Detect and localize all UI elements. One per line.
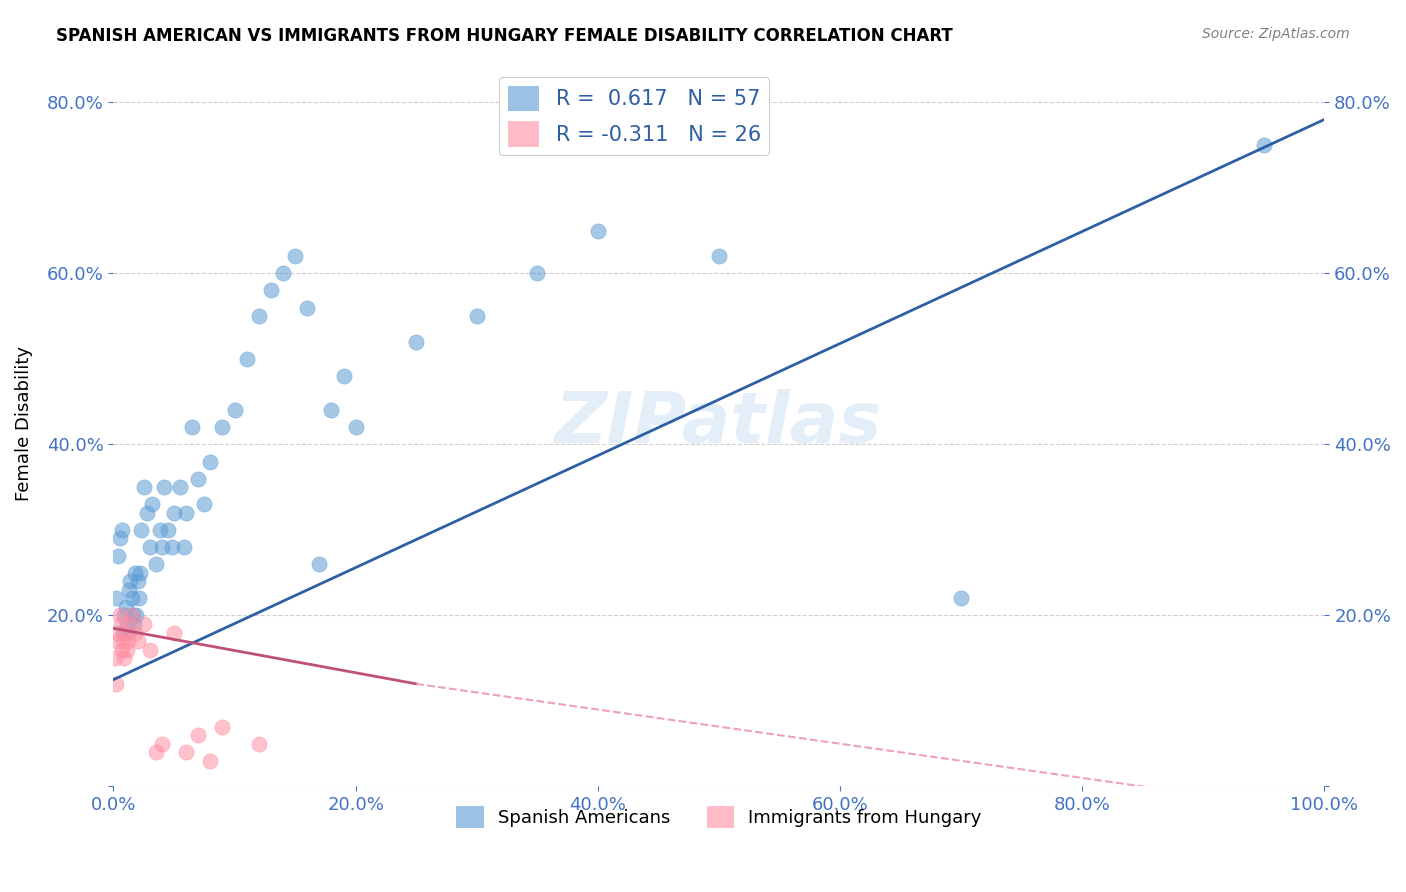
Point (104, 651, 127, 665)
Point (145, 557, 167, 571)
Point (247, 737, 270, 751)
Point (124, 566, 146, 580)
Point (115, 617, 138, 632)
Point (271, 266, 294, 280)
Point (117, 625, 139, 640)
Point (120, 574, 142, 589)
Point (104, 677, 127, 691)
Point (211, 420, 233, 434)
Point (181, 420, 204, 434)
Point (247, 309, 270, 323)
Point (121, 591, 143, 606)
Point (200, 454, 222, 468)
Point (308, 557, 330, 571)
Point (200, 754, 222, 768)
Point (121, 608, 143, 623)
Point (122, 617, 145, 632)
Point (153, 480, 176, 494)
Text: SPANISH AMERICAN VS IMMIGRANTS FROM HUNGARY FEMALE DISABILITY CORRELATION CHART: SPANISH AMERICAN VS IMMIGRANTS FROM HUNG… (56, 27, 953, 45)
Point (465, 309, 488, 323)
Point (104, 591, 127, 606)
Point (129, 566, 152, 580)
Point (174, 745, 197, 759)
Text: Source: ZipAtlas.com: Source: ZipAtlas.com (1202, 27, 1350, 41)
Point (332, 369, 354, 384)
Point (163, 506, 186, 520)
Point (111, 523, 134, 537)
Point (224, 403, 246, 417)
Point (108, 532, 131, 546)
Point (112, 651, 135, 665)
Point (284, 249, 307, 263)
Point (110, 617, 132, 632)
Point (156, 523, 179, 537)
Point (163, 625, 186, 640)
Point (297, 301, 319, 315)
Point (148, 523, 170, 537)
Point (128, 591, 150, 606)
Point (132, 480, 155, 494)
Point (405, 334, 427, 349)
Point (1253, 138, 1275, 153)
Point (150, 540, 173, 554)
Point (136, 506, 159, 520)
Point (344, 420, 367, 434)
Point (121, 608, 143, 623)
Point (211, 720, 233, 734)
Point (107, 625, 129, 640)
Point (169, 480, 191, 494)
Point (114, 625, 136, 640)
Point (173, 540, 195, 554)
Point (131, 523, 153, 537)
Point (174, 506, 197, 520)
Point (187, 472, 209, 486)
Legend: Spanish Americans, Immigrants from Hungary: Spanish Americans, Immigrants from Hunga… (450, 799, 988, 836)
Point (105, 634, 128, 648)
Text: ZIPatlas: ZIPatlas (555, 389, 883, 458)
Point (118, 582, 141, 597)
Point (321, 403, 343, 417)
Point (125, 608, 148, 623)
Point (139, 642, 162, 657)
Point (117, 634, 139, 648)
Point (145, 745, 167, 759)
Point (132, 617, 155, 632)
Point (950, 591, 973, 606)
Point (107, 549, 129, 563)
Point (260, 284, 283, 298)
Point (111, 642, 134, 657)
Point (127, 634, 149, 648)
Point (112, 608, 135, 623)
Point (139, 540, 162, 554)
Point (115, 642, 138, 657)
Point (586, 224, 609, 238)
Point (127, 574, 149, 589)
Point (141, 497, 163, 511)
Point (526, 266, 548, 280)
Point (112, 634, 135, 648)
Point (187, 728, 209, 742)
Point (235, 351, 257, 366)
Point (160, 540, 183, 554)
Point (150, 737, 173, 751)
Point (112, 625, 135, 640)
Point (108, 608, 131, 623)
Point (118, 617, 141, 632)
Point (124, 625, 146, 640)
Point (707, 249, 730, 263)
Y-axis label: Female Disability: Female Disability (15, 345, 32, 500)
Point (193, 497, 215, 511)
Point (114, 599, 136, 614)
